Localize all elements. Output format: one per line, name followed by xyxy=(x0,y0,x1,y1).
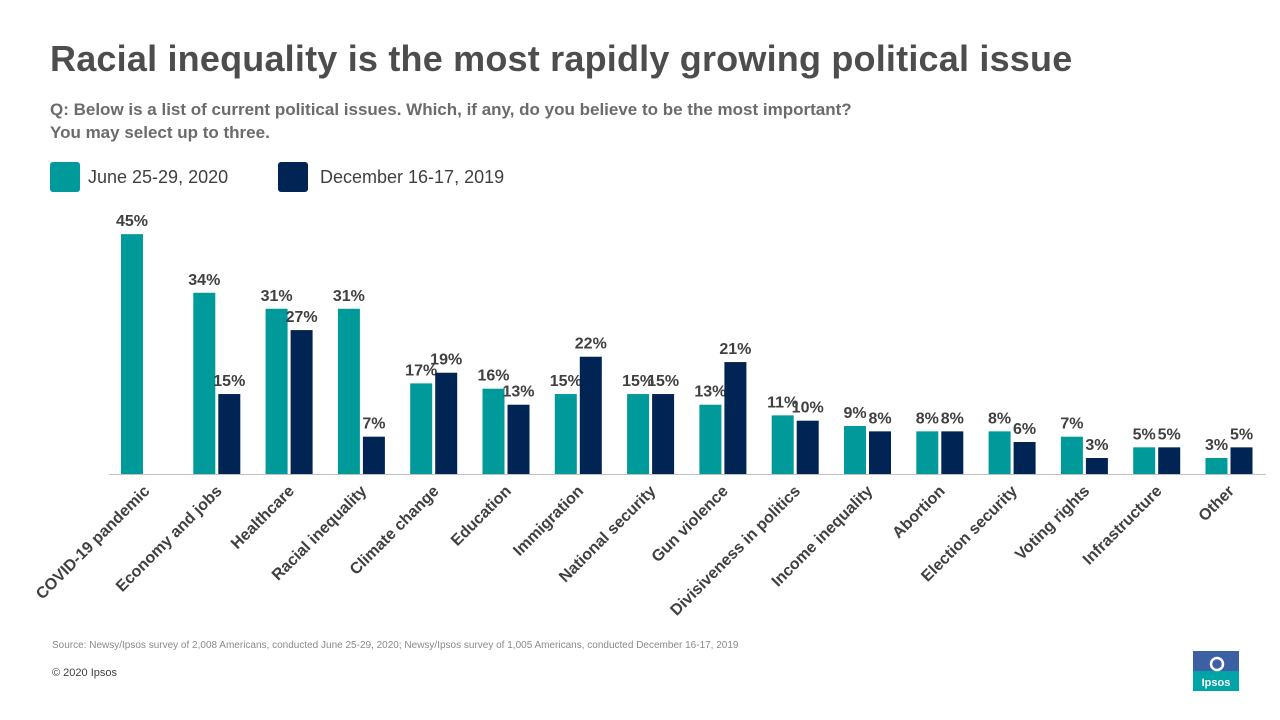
data-label-june-2020-racial-inequality: 31% xyxy=(333,288,365,305)
data-label-dec-2019-divisiveness-in-politics: 10% xyxy=(792,400,824,417)
data-label-dec-2019-climate-change: 19% xyxy=(430,352,462,369)
category-label-divisiveness-in-politics: Divisiveness in politics xyxy=(668,483,805,620)
data-label-june-2020-income-inequality: 9% xyxy=(843,405,866,422)
data-label-dec-2019-national-security: 15% xyxy=(647,373,679,390)
data-label-dec-2019-economy-and-jobs: 15% xyxy=(213,373,245,390)
data-label-june-2020-healthcare: 31% xyxy=(261,288,293,305)
data-label-dec-2019-infrastructure: 5% xyxy=(1158,426,1181,443)
data-label-dec-2019-gun-violence: 21% xyxy=(719,341,751,358)
copyright-text: © 2020 Ipsos xyxy=(52,667,117,679)
data-label-dec-2019-racial-inequality: 7% xyxy=(362,416,385,433)
data-label-june-2020-economy-and-jobs: 34% xyxy=(188,272,220,289)
data-label-dec-2019-abortion: 8% xyxy=(941,410,964,427)
bar-dec-2019-election-security xyxy=(1013,442,1036,474)
bar-june-2020-infrastructure xyxy=(1133,447,1156,474)
bar-dec-2019-abortion xyxy=(941,431,964,474)
bar-june-2020-income-inequality xyxy=(844,426,866,474)
legend-swatch-dec-2019 xyxy=(278,162,308,192)
data-label-june-2020-education: 16% xyxy=(477,368,509,385)
data-label-june-2020-immigration: 15% xyxy=(550,373,582,390)
bar-june-2020-other xyxy=(1205,458,1228,474)
bar-dec-2019-infrastructure xyxy=(1158,447,1181,474)
bar-dec-2019-racial-inequality xyxy=(362,436,385,474)
bar-june-2020-healthcare xyxy=(265,308,288,474)
bar-june-2020-gun-violence xyxy=(699,404,722,474)
data-label-june-2020-covid-19-pandemic: 45% xyxy=(116,213,148,230)
legend-swatch-june-2020 xyxy=(50,162,80,192)
data-label-june-2020-national-security: 15% xyxy=(622,373,654,390)
category-label-abortion: Abortion xyxy=(889,483,948,542)
category-label-infrastructure: Infrastructure xyxy=(1080,483,1166,569)
question-text: Q: Below is a list of current political … xyxy=(50,98,1050,144)
bar-dec-2019-divisiveness-in-politics xyxy=(796,420,819,474)
data-label-june-2020-abortion: 8% xyxy=(916,410,939,427)
bar-dec-2019-education xyxy=(507,404,530,474)
logo-bottom-band xyxy=(1193,671,1239,691)
category-label-education: Education xyxy=(448,483,515,550)
legend-label-dec-2019: December 16-17, 2019 xyxy=(320,166,505,187)
chart-title: Racial inequality is the most rapidly gr… xyxy=(50,38,1073,79)
bar-dec-2019-climate-change xyxy=(435,372,458,474)
data-label-dec-2019-income-inequality: 8% xyxy=(868,410,891,427)
bar-june-2020-divisiveness-in-politics xyxy=(771,415,794,474)
legend-label-june-2020: June 25-29, 2020 xyxy=(88,166,229,187)
question-line-2: You may select up to three. xyxy=(50,123,270,142)
legend-item-june-2020: June 25-29, 2020 xyxy=(50,162,228,192)
bar-june-2020-racial-inequality xyxy=(337,308,360,474)
category-label-voting-rights: Voting rights xyxy=(1012,483,1093,564)
bar-june-2020-covid-19-pandemic xyxy=(121,234,143,474)
bar-dec-2019-immigration xyxy=(579,356,602,474)
bar-dec-2019-income-inequality xyxy=(869,431,891,474)
data-label-june-2020-gun-violence: 13% xyxy=(694,384,726,401)
logo-top-band xyxy=(1193,651,1239,671)
legend-item-dec-2019: December 16-17, 2019 xyxy=(278,162,504,192)
category-label-healthcare: Healthcare xyxy=(228,483,298,553)
bar-june-2020-immigration xyxy=(554,394,577,474)
bar-june-2020-climate-change xyxy=(410,383,433,474)
data-label-june-2020-divisiveness-in-politics: 11% xyxy=(767,394,798,411)
data-label-june-2020-other: 3% xyxy=(1205,437,1228,454)
data-label-june-2020-infrastructure: 5% xyxy=(1133,426,1156,443)
data-label-dec-2019-immigration: 22% xyxy=(575,336,607,353)
ipsos-logo: Ipsos xyxy=(1193,651,1239,691)
data-label-dec-2019-education: 13% xyxy=(502,384,534,401)
bar-june-2020-voting-rights xyxy=(1060,436,1083,474)
bar-dec-2019-economy-and-jobs xyxy=(218,394,241,474)
category-label-gun-violence: Gun violence xyxy=(649,483,732,566)
data-label-dec-2019-voting-rights: 3% xyxy=(1085,437,1108,454)
bar-june-2020-national-security xyxy=(627,394,650,474)
bar-dec-2019-gun-violence xyxy=(724,362,747,474)
bar-dec-2019-other xyxy=(1230,447,1253,474)
category-label-immigration: Immigration xyxy=(510,483,587,560)
bar-dec-2019-national-security xyxy=(652,394,675,474)
bar-june-2020-abortion xyxy=(916,431,939,474)
bar-dec-2019-healthcare xyxy=(290,330,313,474)
data-label-dec-2019-other: 5% xyxy=(1230,426,1253,443)
bar-june-2020-economy-and-jobs xyxy=(193,292,216,474)
logo-mark-icon xyxy=(1209,656,1225,672)
data-label-dec-2019-election-security: 6% xyxy=(1013,421,1036,438)
question-line-1: Q: Below is a list of current political … xyxy=(50,100,852,119)
logo-text: Ipsos xyxy=(1202,677,1231,689)
data-label-dec-2019-healthcare: 27% xyxy=(286,309,318,326)
bar-june-2020-education xyxy=(482,388,505,474)
bar-june-2020-election-security xyxy=(988,431,1011,474)
data-label-june-2020-climate-change: 17% xyxy=(405,362,437,379)
bar-dec-2019-voting-rights xyxy=(1085,458,1108,474)
source-note: Source: Newsy/Ipsos survey of 2,008 Amer… xyxy=(52,640,739,651)
data-label-june-2020-voting-rights: 7% xyxy=(1060,416,1083,433)
category-label-other: Other xyxy=(1196,483,1238,525)
data-label-june-2020-election-security: 8% xyxy=(988,410,1011,427)
